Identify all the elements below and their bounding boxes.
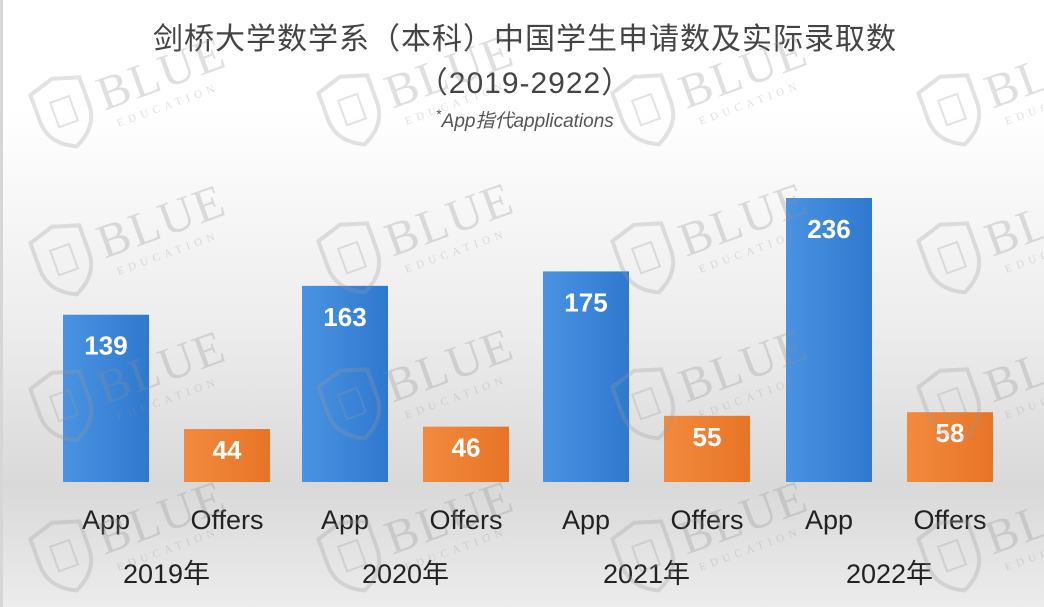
shield-book-icon bbox=[27, 223, 94, 297]
data-label-offers-4: 58 bbox=[936, 418, 965, 448]
tick-label-offers-1: Offers bbox=[190, 505, 263, 535]
data-label-app-4: 236 bbox=[807, 214, 850, 244]
shield-book-icon bbox=[315, 73, 382, 147]
shield-book-icon bbox=[915, 73, 982, 147]
data-label-offers-2: 46 bbox=[452, 433, 481, 463]
tick-label-app-3: App bbox=[562, 505, 610, 535]
note-star: * bbox=[436, 106, 442, 122]
bar-app-4 bbox=[786, 198, 872, 482]
shield-book-icon bbox=[27, 369, 94, 443]
shield-book-icon bbox=[609, 519, 676, 593]
group-label-3: 2021年 bbox=[603, 559, 690, 589]
shield-book-icon bbox=[915, 367, 982, 441]
shield-book-icon bbox=[609, 221, 676, 295]
bar-offers-1 bbox=[184, 429, 270, 482]
chart-subtitle: （2019-2922） bbox=[417, 67, 633, 100]
group-label-1: 2019年 bbox=[123, 559, 210, 589]
tick-label-offers-2: Offers bbox=[429, 505, 502, 535]
bar-chart: 139 App 44 Offers 2019年 163 App 46 Offers 2020年 17… bbox=[27, 24, 1044, 593]
shield-book-icon bbox=[609, 367, 676, 441]
tick-label-app-1: App bbox=[82, 505, 130, 535]
labels-layer: 139 App 44 Offers 2019年 163 App 46 Offers 2020年 17… bbox=[82, 214, 987, 589]
bar-app-1 bbox=[63, 314, 149, 482]
chart-note: *App指代applications bbox=[3, 106, 1044, 133]
data-label-app-1: 139 bbox=[84, 331, 127, 361]
group-label-4: 2022年 bbox=[846, 559, 933, 589]
data-label-app-3: 175 bbox=[564, 287, 607, 317]
group-label-2: 2020年 bbox=[362, 559, 449, 589]
bar-app-3 bbox=[543, 271, 629, 482]
data-label-app-2: 163 bbox=[323, 302, 366, 332]
shield-book-icon bbox=[315, 367, 382, 441]
bar-offers-4 bbox=[907, 412, 993, 482]
shield-book-icon bbox=[315, 519, 382, 593]
note-text: App指代applications bbox=[441, 111, 614, 132]
shield-book-icon bbox=[315, 221, 382, 295]
bar-app-2 bbox=[302, 285, 388, 482]
shield-book-icon bbox=[27, 519, 94, 593]
bar-offers-2 bbox=[423, 426, 509, 482]
shield-book-icon bbox=[609, 73, 676, 147]
shield-book-icon bbox=[27, 75, 94, 149]
shield-book-icon bbox=[915, 519, 982, 593]
data-label-offers-3: 55 bbox=[693, 422, 722, 452]
data-label-offers-1: 44 bbox=[213, 435, 242, 465]
tick-label-app-4: App bbox=[805, 505, 853, 535]
shield-book-icon bbox=[915, 221, 982, 295]
tick-label-app-2: App bbox=[321, 505, 369, 535]
bar-offers-3 bbox=[664, 415, 750, 482]
tick-label-offers-3: Offers bbox=[670, 505, 743, 535]
tick-label-offers-4: Offers bbox=[913, 505, 986, 535]
chart-title: 剑桥大学数学系（本科）中国学生申请数及实际录取数 bbox=[153, 23, 897, 56]
bars-layer bbox=[63, 198, 993, 482]
